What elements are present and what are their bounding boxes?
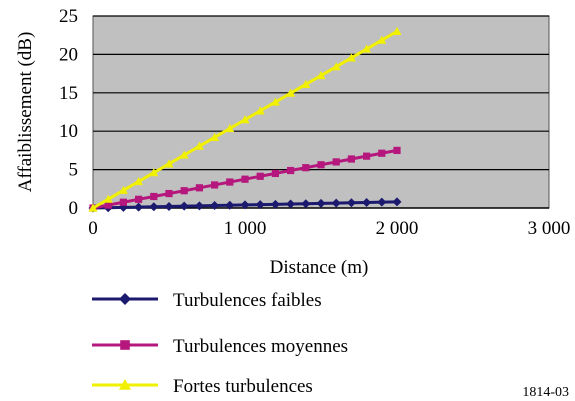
data-point xyxy=(316,71,326,80)
legend-marker xyxy=(119,379,131,390)
x-tick-label: 2 000 xyxy=(376,218,419,239)
data-point xyxy=(377,35,387,44)
y-axis-title: Affaiblissement (dB) xyxy=(15,32,36,193)
y-tick-label: 25 xyxy=(59,6,78,27)
y-tick-label: 5 xyxy=(69,160,79,181)
data-point xyxy=(378,149,386,157)
data-point xyxy=(392,197,402,207)
data-point xyxy=(392,26,402,35)
y-tick-label: 10 xyxy=(59,121,78,142)
data-point xyxy=(316,198,326,208)
data-point xyxy=(301,199,311,209)
data-point xyxy=(362,197,372,207)
y-tick-labels: 0 5 10 15 20 25 xyxy=(59,6,78,219)
data-point xyxy=(194,141,204,150)
x-tick-label: 3 000 xyxy=(528,218,571,239)
legend-label: Fortes turbulences xyxy=(173,376,313,397)
data-point xyxy=(240,200,250,210)
legend-item-3: Fortes turbulences xyxy=(92,376,313,397)
data-point xyxy=(225,124,235,133)
data-point xyxy=(363,152,371,160)
data-point xyxy=(211,181,219,189)
legend-marker xyxy=(120,340,130,350)
data-point xyxy=(377,197,387,207)
data-point xyxy=(134,177,144,186)
data-point xyxy=(226,178,234,186)
data-point xyxy=(255,106,265,115)
y-tick-label: 0 xyxy=(69,198,79,219)
data-point xyxy=(302,164,310,172)
data-point xyxy=(210,201,220,211)
data-point xyxy=(135,195,143,203)
data-point xyxy=(393,146,401,154)
data-point xyxy=(194,201,204,211)
legend-label: Turbulences moyennes xyxy=(173,336,348,357)
data-point xyxy=(164,201,174,211)
figure-reference: 1814-03 xyxy=(522,385,569,400)
x-tick-labels: 0 1 000 2 000 3 000 xyxy=(88,218,570,239)
data-point xyxy=(255,200,265,210)
x-axis-title: Distance (m) xyxy=(270,257,369,278)
data-point xyxy=(179,150,189,159)
data-point xyxy=(104,201,112,209)
data-point xyxy=(286,88,296,97)
data-point xyxy=(331,62,341,71)
data-point xyxy=(331,198,341,208)
data-point xyxy=(164,159,174,168)
legend-item-2: Turbulences moyennes xyxy=(92,336,348,357)
data-point xyxy=(118,185,128,194)
data-point xyxy=(149,168,159,177)
legend-item-1: Turbulences faibles xyxy=(92,290,322,311)
data-point xyxy=(179,201,189,211)
legend-marker xyxy=(119,293,131,305)
plot-area xyxy=(92,15,550,209)
data-point xyxy=(149,202,159,212)
data-point xyxy=(165,189,173,198)
data-point xyxy=(317,161,325,169)
data-point xyxy=(134,202,144,212)
data-point xyxy=(347,155,355,163)
legend-label: Turbulences faibles xyxy=(173,290,322,311)
data-point xyxy=(180,187,188,195)
x-tick-label: 0 xyxy=(88,218,98,239)
data-point xyxy=(301,79,311,88)
data-point xyxy=(346,53,356,62)
data-point xyxy=(119,198,127,206)
series-2 xyxy=(89,146,401,212)
x-tick-label: 1 000 xyxy=(224,218,267,239)
series-layer xyxy=(88,26,402,213)
data-point xyxy=(286,199,296,209)
data-point xyxy=(270,199,280,209)
data-point xyxy=(271,169,279,178)
data-point xyxy=(103,194,113,203)
data-point xyxy=(150,192,158,201)
data-point xyxy=(225,200,235,210)
y-tick-label: 15 xyxy=(59,83,78,104)
y-tick-label: 20 xyxy=(59,44,78,65)
data-point xyxy=(362,44,372,53)
data-point xyxy=(346,198,356,208)
data-point xyxy=(256,172,264,180)
data-point xyxy=(241,175,249,183)
data-point xyxy=(332,158,340,166)
legend: Turbulences faibles Turbulences moyennes F… xyxy=(92,290,348,397)
data-point xyxy=(287,166,295,175)
series-3 xyxy=(88,26,402,212)
data-point xyxy=(270,97,280,106)
data-point xyxy=(210,132,220,141)
data-point xyxy=(88,203,98,212)
data-point xyxy=(240,115,250,124)
data-point xyxy=(195,184,203,192)
